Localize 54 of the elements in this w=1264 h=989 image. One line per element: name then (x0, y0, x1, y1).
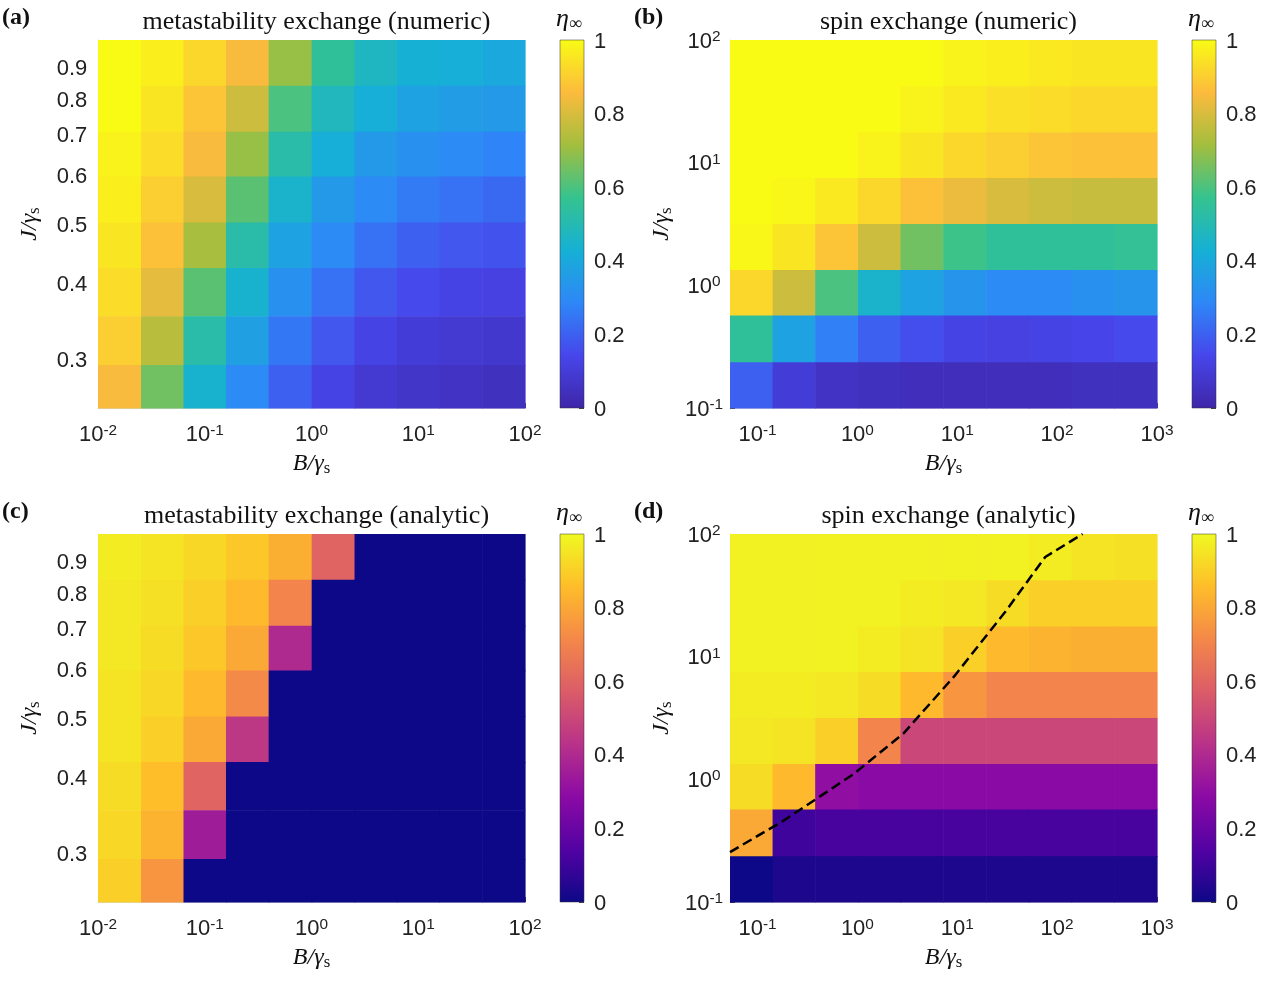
color-bar-label: 0.2 (1226, 321, 1257, 347)
y-tick-label: 0.5 (56, 211, 88, 237)
color-bar-title: η∞ (556, 2, 582, 33)
color-bar-label: 0.8 (1226, 101, 1257, 127)
color-bar-label: 1 (594, 27, 607, 53)
color-bar-label: 0.4 (1226, 248, 1257, 274)
color-bar-label: 0.6 (1226, 668, 1257, 694)
color-bar-label: 0 (1226, 395, 1239, 421)
color-bar-label: 0.4 (594, 248, 625, 274)
text: (b) (634, 3, 664, 29)
y-tick-label: 0.6 (56, 163, 88, 189)
color-bar-label: 0.4 (1226, 742, 1257, 768)
y-axis-title: J/γs (15, 701, 43, 735)
chart-title: metastability exchange (numeric) (142, 5, 491, 35)
text: (d) (634, 497, 664, 523)
y-tick-label: 0.3 (56, 841, 88, 867)
chart-title: metastability exchange (analytic) (143, 499, 490, 529)
color-bar-title: η∞ (1188, 2, 1214, 33)
y-axis-title: J/γs (15, 207, 43, 241)
y-tick-label: 0.8 (56, 86, 88, 112)
color-bar-label: 0.2 (1226, 815, 1257, 841)
color-bar-label: 0.2 (594, 321, 625, 347)
color-bar-label: 0.6 (594, 668, 625, 694)
text: (a) (2, 3, 30, 29)
color-bar-label: 0 (594, 889, 607, 915)
y-tick-label: 0.4 (56, 764, 88, 790)
y-tick-label: 0.9 (56, 549, 88, 575)
y-tick-label: 0.5 (56, 705, 88, 731)
color-bar-title: η∞ (1188, 496, 1214, 527)
y-tick-label: 0.8 (56, 580, 88, 606)
y-axis-title: J/γs (647, 207, 675, 241)
color-bar-label: 0.8 (1226, 595, 1257, 621)
color-bar-label: 1 (1226, 521, 1239, 547)
y-tick-label: 0.4 (56, 270, 88, 296)
color-bar-label: 0.8 (594, 595, 625, 621)
chart-title: spin exchange (analytic) (821, 499, 1076, 529)
y-tick-label: 0.9 (56, 55, 88, 81)
y-axis-title: J/γs (647, 701, 675, 735)
color-bar-label: 0 (594, 395, 607, 421)
color-bar-label: 1 (1226, 27, 1239, 53)
y-tick-label: 0.6 (56, 657, 88, 683)
color-bar-label: 0.8 (594, 101, 625, 127)
y-tick-label: 0.7 (56, 616, 88, 642)
color-bar-label: 0.4 (594, 742, 625, 768)
text: (c) (2, 497, 29, 523)
color-bar-label: 1 (594, 521, 607, 547)
y-tick-label: 0.7 (56, 122, 88, 148)
color-bar-title: η∞ (556, 496, 582, 527)
color-bar-label: 0.6 (1226, 174, 1257, 200)
y-tick-label: 0.3 (56, 347, 88, 373)
color-bar-label: 0.2 (594, 815, 625, 841)
color-bar-label: 0.6 (594, 174, 625, 200)
chart-title: spin exchange (numeric) (819, 5, 1078, 35)
color-bar-label: 0 (1226, 889, 1239, 915)
